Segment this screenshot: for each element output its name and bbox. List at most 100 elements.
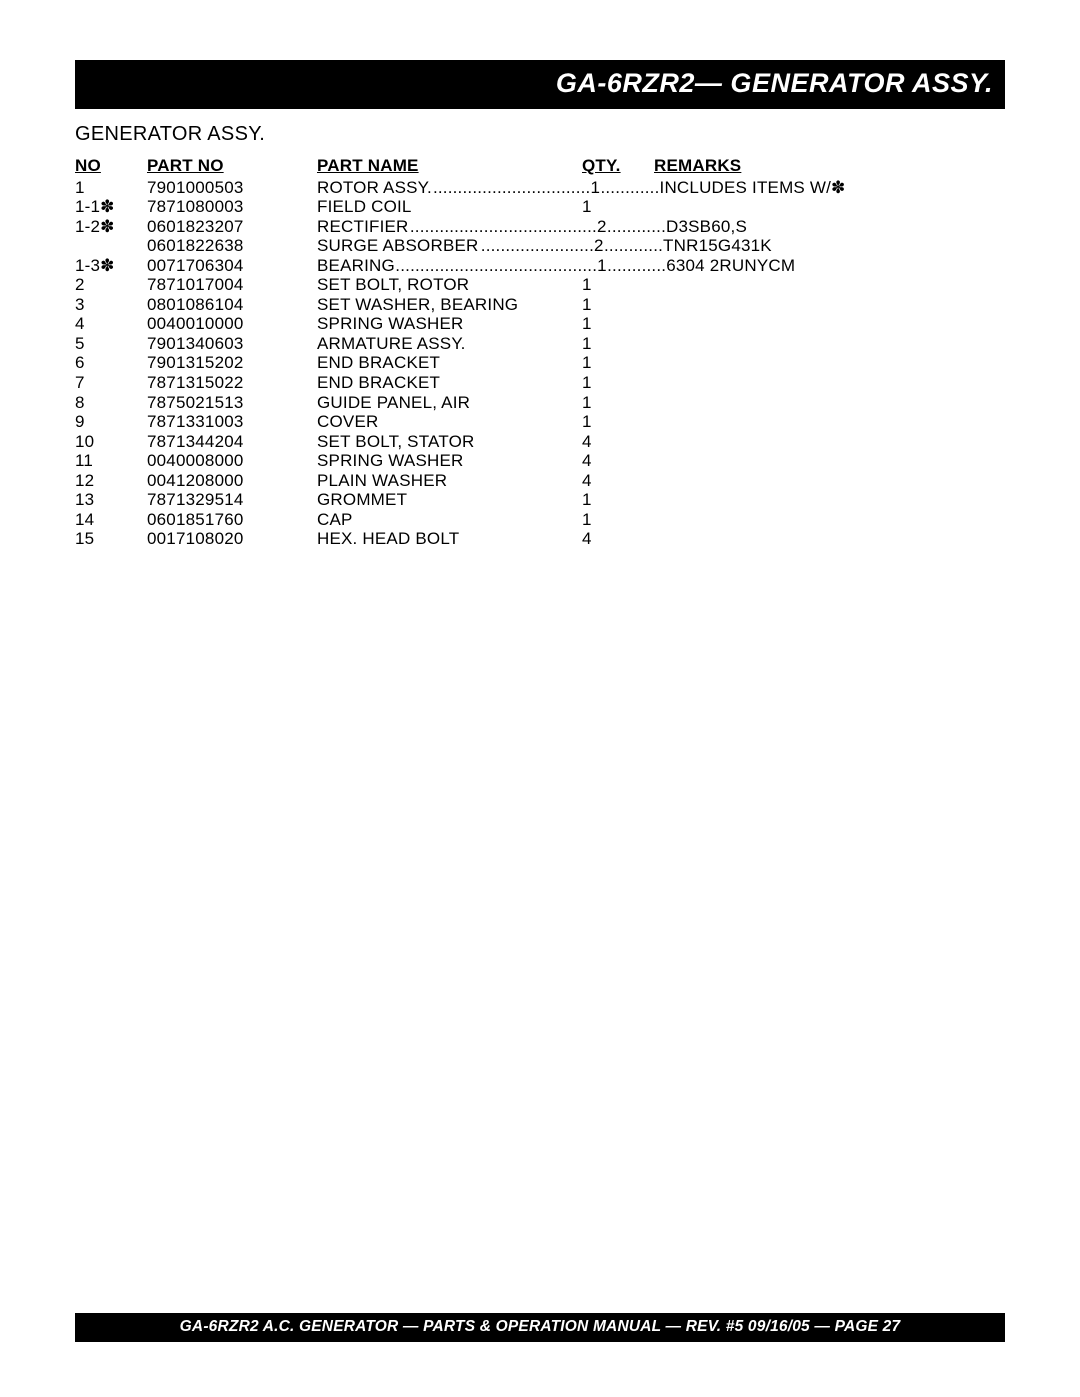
cell-partname: GROMMET [317, 490, 582, 510]
table-row: 110040008000SPRING WASHER4 [75, 451, 1005, 471]
table-row: 1-3✽0071706304BEARING...................… [75, 256, 1005, 276]
table-row: 57901340603ARMATURE ASSY.1 [75, 334, 1005, 354]
cell-no: 1 [75, 178, 147, 198]
cell-partname: END BRACKET [317, 373, 582, 393]
table-row: 30801086104SET WASHER, BEARING1 [75, 295, 1005, 315]
cell-no: 1-2✽ [75, 217, 147, 237]
cell-remarks: INCLUDES ITEMS W/✽ [660, 178, 846, 198]
table-row: 67901315202END BRACKET1 [75, 353, 1005, 373]
table-row: 1-2✽0601823207RECTIFIER.................… [75, 217, 1005, 237]
dot-leader: ................................ [432, 178, 591, 198]
cell-partname: SPRING WASHER [317, 451, 582, 471]
dot-leader: ............ [604, 236, 663, 256]
table-row: 40040010000SPRING WASHER1 [75, 314, 1005, 334]
cell-partno: 7901315202 [147, 353, 317, 373]
cell-qty: 1 [582, 373, 654, 393]
col-header-remarks: REMARKS [654, 156, 741, 176]
page-footer-bar: GA-6RZR2 A.C. GENERATOR — PARTS & OPERAT… [75, 1313, 1005, 1342]
parts-table: NO PART NO PART NAME QTY. REMARKS 179010… [75, 156, 1005, 549]
cell-partno: 0041208000 [147, 471, 317, 491]
cell-remarks: D3SB60,S [666, 217, 747, 237]
cell-partname: CAP [317, 510, 582, 530]
col-header-partno: PART NO [147, 156, 317, 176]
cell-partno: 0040008000 [147, 451, 317, 471]
cell-partname: SET BOLT, STATOR [317, 432, 582, 452]
cell-partno: 0801086104 [147, 295, 317, 315]
table-row: 1-1✽7871080003FIELD COIL1 [75, 197, 1005, 217]
cell-no: 5 [75, 334, 147, 354]
table-row: 107871344204SET BOLT, STATOR4 [75, 432, 1005, 452]
cell-no [75, 236, 147, 256]
table-row: 97871331003COVER1 [75, 412, 1005, 432]
cell-qty: 4 [582, 432, 654, 452]
cell-partname: RECTIFIER [317, 217, 409, 237]
col-header-qty: QTY. [582, 156, 654, 176]
cell-no: 11 [75, 451, 147, 471]
cell-partname: SET BOLT, ROTOR [317, 275, 582, 295]
table-row: 140601851760CAP1 [75, 510, 1005, 530]
cell-qty: 1 [590, 178, 600, 198]
cell-no: 4 [75, 314, 147, 334]
cell-partname: BEARING [317, 256, 395, 276]
cell-partno: 7871017004 [147, 275, 317, 295]
page-title-bar: GA-6RZR2— GENERATOR ASSY. [75, 60, 1005, 109]
cell-qty: 1 [582, 510, 654, 530]
table-row: 87875021513GUIDE PANEL, AIR1 [75, 393, 1005, 413]
cell-no: 3 [75, 295, 147, 315]
table-row: 137871329514GROMMET1 [75, 490, 1005, 510]
cell-partname: SET WASHER, BEARING [317, 295, 582, 315]
cell-qty: 1 [582, 275, 654, 295]
cell-qty: 1 [597, 256, 607, 276]
cell-partno: 0040010000 [147, 314, 317, 334]
cell-qty: 1 [582, 197, 654, 217]
cell-partname: GUIDE PANEL, AIR [317, 393, 582, 413]
cell-remarks: TNR15G431K [663, 236, 772, 256]
cell-no: 8 [75, 393, 147, 413]
cell-no: 7 [75, 373, 147, 393]
cell-partname: COVER [317, 412, 582, 432]
cell-no: 1-3✽ [75, 256, 147, 276]
table-row: 17901000503ROTOR ASSY...................… [75, 178, 1005, 198]
table-row: 150017108020HEX. HEAD BOLT4 [75, 529, 1005, 549]
dot-leader: ............ [607, 256, 666, 276]
cell-partno: 0017108020 [147, 529, 317, 549]
page-title: GA-6RZR2— GENERATOR ASSY. [556, 68, 993, 98]
cell-no: 15 [75, 529, 147, 549]
cell-partname: HEX. HEAD BOLT [317, 529, 582, 549]
col-header-name: PART NAME [317, 156, 582, 176]
table-row: 77871315022END BRACKET1 [75, 373, 1005, 393]
cell-partname: SURGE ABSORBER [317, 236, 479, 256]
cell-qty: 4 [582, 451, 654, 471]
cell-partno: 7871315022 [147, 373, 317, 393]
cell-no: 12 [75, 471, 147, 491]
cell-partno: 0071706304 [147, 256, 317, 276]
cell-partname: ARMATURE ASSY. [317, 334, 582, 354]
cell-remarks: 6304 2RUNYCM [666, 256, 795, 276]
cell-no: 6 [75, 353, 147, 373]
table-header-row: NO PART NO PART NAME QTY. REMARKS [75, 156, 1005, 176]
cell-no: 10 [75, 432, 147, 452]
page-footer-text: GA-6RZR2 A.C. GENERATOR — PARTS & OPERAT… [180, 1318, 901, 1335]
table-row: 0601822638SURGE ABSORBER................… [75, 236, 1005, 256]
cell-partname: FIELD COIL [317, 197, 582, 217]
cell-partname: SPRING WASHER [317, 314, 582, 334]
dot-leader: ............ [600, 178, 659, 198]
cell-partno: 7871344204 [147, 432, 317, 452]
cell-qty: 2 [597, 217, 607, 237]
cell-qty: 1 [582, 295, 654, 315]
cell-qty: 1 [582, 490, 654, 510]
cell-partname: PLAIN WASHER [317, 471, 582, 491]
cell-partno: 7875021513 [147, 393, 317, 413]
cell-partname: END BRACKET [317, 353, 582, 373]
cell-partname: ROTOR ASSY. [317, 178, 432, 198]
section-subtitle: GENERATOR ASSY. [75, 123, 1005, 146]
table-row: 120041208000PLAIN WASHER4 [75, 471, 1005, 491]
cell-partno: 7871080003 [147, 197, 317, 217]
cell-qty: 1 [582, 334, 654, 354]
cell-no: 2 [75, 275, 147, 295]
cell-qty: 1 [582, 353, 654, 373]
cell-qty: 2 [594, 236, 604, 256]
dot-leader: ............ [607, 217, 666, 237]
cell-qty: 1 [582, 314, 654, 334]
cell-qty: 4 [582, 471, 654, 491]
